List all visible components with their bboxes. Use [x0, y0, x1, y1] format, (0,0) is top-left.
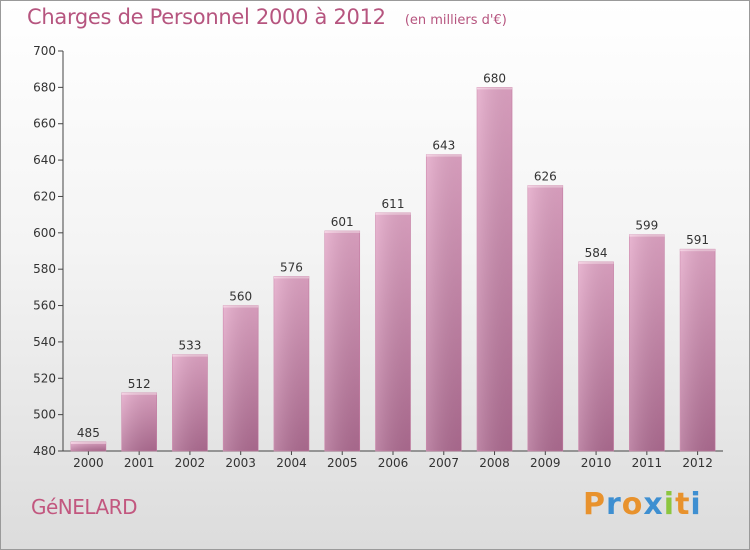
y-tick-label: 660 [33, 117, 56, 131]
chart-title: Charges de Personnel 2000 à 2012 [27, 5, 386, 29]
data-label: 601 [331, 215, 354, 229]
bar-shade [680, 249, 716, 451]
logo-letter: x [643, 487, 664, 522]
y-tick-label: 540 [33, 335, 56, 349]
bar-shade [121, 392, 157, 451]
bar-shade [527, 185, 563, 451]
x-tick-label: 2005 [327, 456, 358, 470]
logo-letter: r [606, 487, 622, 522]
bar-shade [70, 441, 106, 451]
bar-shade [477, 87, 513, 451]
data-label: 485 [77, 426, 100, 440]
y-tick-label: 700 [33, 44, 56, 58]
y-tick-label: 560 [33, 299, 56, 313]
x-tick-label: 2001 [124, 456, 155, 470]
bars [70, 87, 716, 452]
bar-shade [223, 305, 259, 451]
x-tick-label: 2002 [175, 456, 206, 470]
chart-subtitle: (en milliers d'€) [404, 13, 507, 28]
x-tick-label: 2007 [428, 456, 459, 470]
y-tick-label: 500 [33, 408, 56, 422]
y-tick-label: 680 [33, 80, 56, 94]
x-tick-label: 2008 [479, 456, 510, 470]
data-labels: 485 512 533 560 576 601 611 643 680 626 584 599 591 [77, 71, 709, 440]
data-label: 584 [585, 246, 608, 260]
logo-letter: t [675, 487, 691, 522]
logo-letter: o [621, 487, 644, 522]
data-label: 599 [635, 219, 658, 233]
x-axis: 2000 2001 2002 2003 2004 2005 2006 2007 2008 2009… [63, 450, 723, 470]
y-tick-label: 640 [33, 153, 56, 167]
bar-shade [172, 354, 208, 451]
x-tick-label: 2000 [73, 456, 104, 470]
y-tick-label: 580 [33, 262, 56, 276]
proxiti-logo: Proxiti [583, 487, 702, 522]
bar-shade [375, 212, 411, 451]
y-tick-label: 600 [33, 226, 56, 240]
y-tick-label: 480 [33, 444, 56, 458]
data-label: 576 [280, 260, 303, 274]
x-tick-label: 2010 [581, 456, 612, 470]
logo-letter: i [663, 487, 676, 522]
data-label: 533 [178, 339, 201, 353]
bar-shade [273, 276, 309, 451]
bar-shade [629, 234, 665, 451]
logo-letter: P [583, 487, 606, 522]
bar-shade [578, 261, 614, 451]
logo-letter: i [690, 487, 702, 522]
x-tick-label: 2003 [225, 456, 256, 470]
data-label: 591 [686, 233, 709, 247]
bar-shade [426, 154, 462, 452]
data-label: 512 [128, 377, 151, 391]
x-tick-label: 2011 [632, 456, 663, 470]
x-tick-label: 2009 [530, 456, 561, 470]
x-tick-label: 2006 [378, 456, 409, 470]
bar-shade [324, 231, 360, 451]
x-tick-label: 2004 [276, 456, 307, 470]
data-label: 560 [229, 290, 252, 304]
y-tick-label: 520 [33, 371, 56, 385]
data-label: 611 [382, 197, 405, 211]
title-row: Charges de Personnel 2000 à 2012 (en mil… [27, 5, 507, 29]
y-tick-label: 620 [33, 189, 56, 203]
y-axis: 480 500 520 540 560 580 600 620 640 660 680 700 [33, 44, 64, 458]
data-label: 643 [432, 139, 455, 153]
data-label: 680 [483, 71, 506, 85]
data-label: 626 [534, 170, 557, 184]
x-tick-label: 2012 [682, 456, 713, 470]
commune-name: GéNELARD [31, 495, 137, 519]
